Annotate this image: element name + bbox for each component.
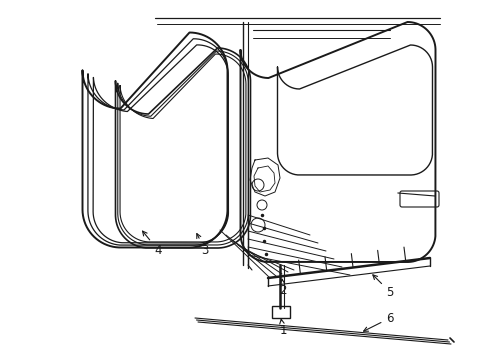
FancyBboxPatch shape (399, 191, 438, 207)
Text: 3: 3 (196, 234, 208, 256)
Text: 1: 1 (279, 319, 286, 337)
Bar (271, 306, 289, 318)
Text: 2: 2 (279, 279, 286, 297)
Text: 6: 6 (363, 311, 393, 331)
Text: 4: 4 (142, 231, 162, 256)
Text: 5: 5 (372, 275, 393, 298)
